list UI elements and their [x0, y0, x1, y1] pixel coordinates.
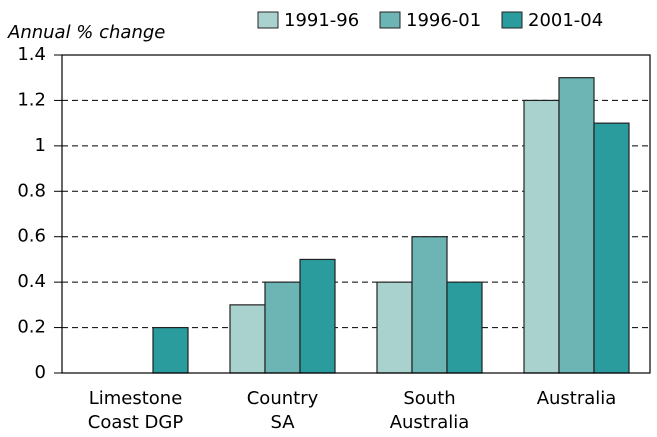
- y-tick-label: 1.2: [17, 89, 46, 110]
- bar: [411, 236, 448, 374]
- x-tick-label-line: Limestone: [89, 388, 183, 409]
- bar: [376, 281, 413, 374]
- y-axis-label: Annual % change: [7, 22, 165, 43]
- x-tick-label-line: Country: [247, 388, 319, 409]
- y-tick-label: 0.8: [17, 180, 46, 201]
- legend-swatch: [379, 11, 401, 29]
- x-tick-label-line: Australia: [537, 388, 617, 409]
- y-tick-label: 1: [35, 135, 46, 156]
- x-tick-label: Limestone Coast DGP: [88, 388, 184, 433]
- legend-label: 1991-96: [284, 10, 359, 31]
- legend-label: 1996-01: [406, 10, 481, 31]
- bar: [264, 281, 301, 374]
- bar: [299, 258, 336, 374]
- legend-swatch: [257, 11, 279, 29]
- y-tick-label: 0.6: [17, 226, 46, 247]
- bar: [593, 122, 630, 374]
- x-tick-label-line: Coast DGP: [88, 412, 184, 433]
- bar: [229, 304, 266, 374]
- legend-label: 2001-04: [528, 10, 603, 31]
- y-tick-label: 0.4: [17, 271, 46, 292]
- bar: [446, 281, 483, 374]
- x-tick-label-line: SA: [270, 412, 295, 433]
- bar: [558, 77, 595, 374]
- legend-swatch: [501, 11, 523, 29]
- bar: [152, 326, 189, 374]
- y-tick-label: 1.4: [17, 44, 46, 65]
- x-tick-label-line: South: [403, 388, 455, 409]
- x-tick-label-line: Australia: [390, 412, 470, 433]
- plot-frame: [61, 54, 651, 374]
- x-tick-label: Country SA: [247, 388, 319, 433]
- x-tick-label: South Australia: [390, 388, 470, 433]
- x-tick-label: Australia: [537, 388, 617, 409]
- bar: [523, 99, 560, 374]
- y-tick-label: 0: [35, 362, 46, 383]
- y-tick-label: 0.2: [17, 317, 46, 338]
